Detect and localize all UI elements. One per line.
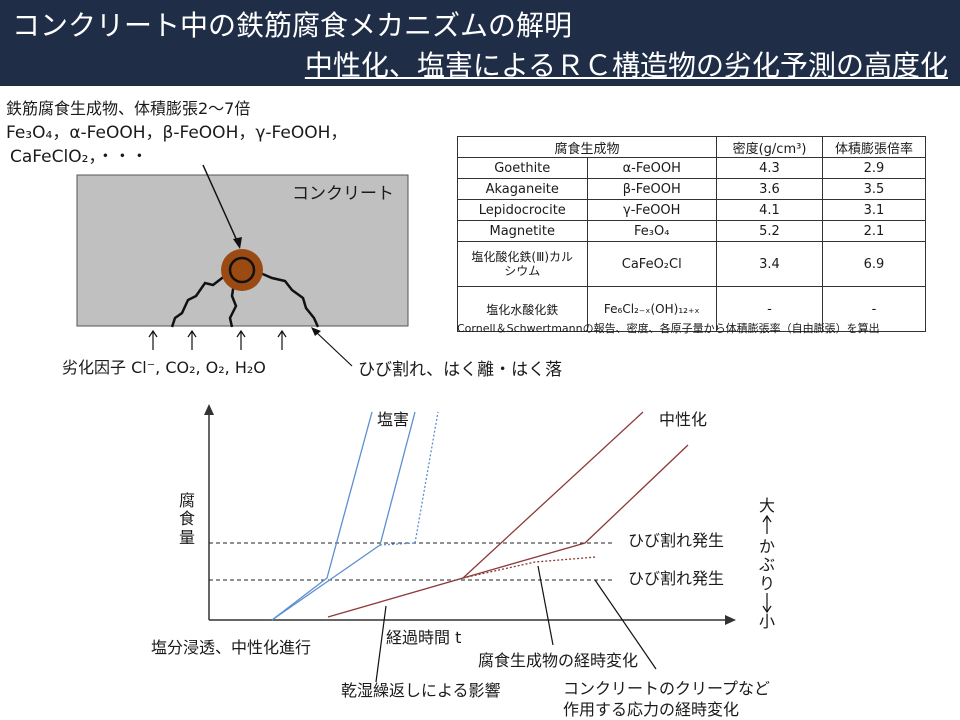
rebar	[228, 256, 256, 284]
table-row: Lepidocrocite γ-FeOOH 4.1 3.1	[457, 199, 926, 221]
title-bar	[0, 0, 960, 86]
table-note: Cornell＆Schwertmannの報告、密度、各原子量から体積膨張率（自由…	[457, 322, 880, 335]
wet-dry-label: 乾湿繰返しによる影響	[341, 681, 501, 700]
salt-damage-label: 塩害	[377, 410, 410, 429]
product-change-label: 腐食生成物の経時変化	[478, 651, 639, 670]
carb-curve-1	[327, 411, 644, 618]
title-line-1: コンクリート中の鉄筋腐食メカニズムの解明	[12, 9, 573, 42]
table-row: 塩化水酸化鉄 Fe₆Cl₂₋ₓ(OH)₁₂₊ₓ --	[457, 286, 926, 332]
crack-leader	[315, 331, 353, 367]
crack-initiation-lower: ひび割れ発生	[628, 569, 725, 588]
header-expansion: 体積膨張倍率	[822, 136, 926, 158]
y-axis-label: 腐食量	[178, 491, 195, 547]
table-row: Akaganeite β-FeOOH 3.6 3.5	[457, 178, 926, 200]
products-line-3: CaFeClO₂，・・・	[10, 147, 148, 167]
cover-large-label: 大	[759, 496, 776, 515]
products-line-1: 鉄筋腐食生成物、体積膨張2～7倍	[6, 99, 251, 118]
cover-small-label: 小	[759, 612, 776, 631]
salt-curve-3	[414, 411, 439, 544]
title-line-2: 中性化、塩害によるＲＣ構造物の劣化予測の高度化	[304, 49, 948, 82]
y-axis-arrow	[204, 404, 214, 415]
product-arrow-head	[233, 237, 242, 249]
creep-label-1: コンクリートのクリープなど	[563, 679, 771, 698]
crack-right	[257, 270, 320, 328]
crack-middle	[228, 282, 238, 328]
header-product: 腐食生成物	[457, 136, 717, 158]
product-arrow	[202, 164, 239, 244]
creep-label-2: 作用する応力の経時変化	[563, 700, 740, 719]
carb-curve-3	[462, 556, 597, 579]
x-axis-arrow	[725, 615, 736, 625]
header-density: 密度(g/cm³)	[716, 136, 823, 158]
factors-label: 劣化因子 Cl⁻, CO₂, O₂, H₂O	[62, 358, 266, 377]
cover-arrows	[762, 514, 772, 614]
carbonation-curves	[327, 411, 689, 618]
crack-initiation-upper: ひび割れ発生	[628, 531, 725, 550]
crack-left	[170, 274, 227, 328]
products-line-2: Fe₃O₄，α-FeOOH，β-FeOOH，γ-FeOOH，	[6, 123, 348, 143]
table-row: 塩化酸化鉄(Ⅲ)カルシウム CaFeO₂Cl 3.4 6.9	[457, 241, 926, 287]
x-axis-label: 経過時間 t	[386, 628, 462, 647]
carb-curve-2	[462, 444, 689, 579]
graph-leaders	[375, 565, 657, 683]
initiation-label: 塩分浸透、中性化進行	[151, 638, 312, 657]
factor-arrows	[148, 329, 287, 350]
cover-label: かぶり	[758, 537, 775, 593]
table-header-row: 腐食生成物 密度(g/cm³) 体積膨張倍率	[457, 136, 926, 158]
carbonation-label: 中性化	[659, 410, 708, 429]
salt-curve-1	[271, 411, 373, 621]
crack-label: ひび割れ、はく離・はく落	[358, 360, 563, 380]
table-row: Goethite α-FeOOH 4.3 2.9	[457, 157, 926, 179]
salt-damage-curves	[271, 411, 439, 621]
concrete-label: コンクリート	[292, 184, 394, 204]
corrosion-products-table: 腐食生成物 密度(g/cm³) 体積膨張倍率 Goethite α-FeOOH 4…	[457, 136, 926, 332]
